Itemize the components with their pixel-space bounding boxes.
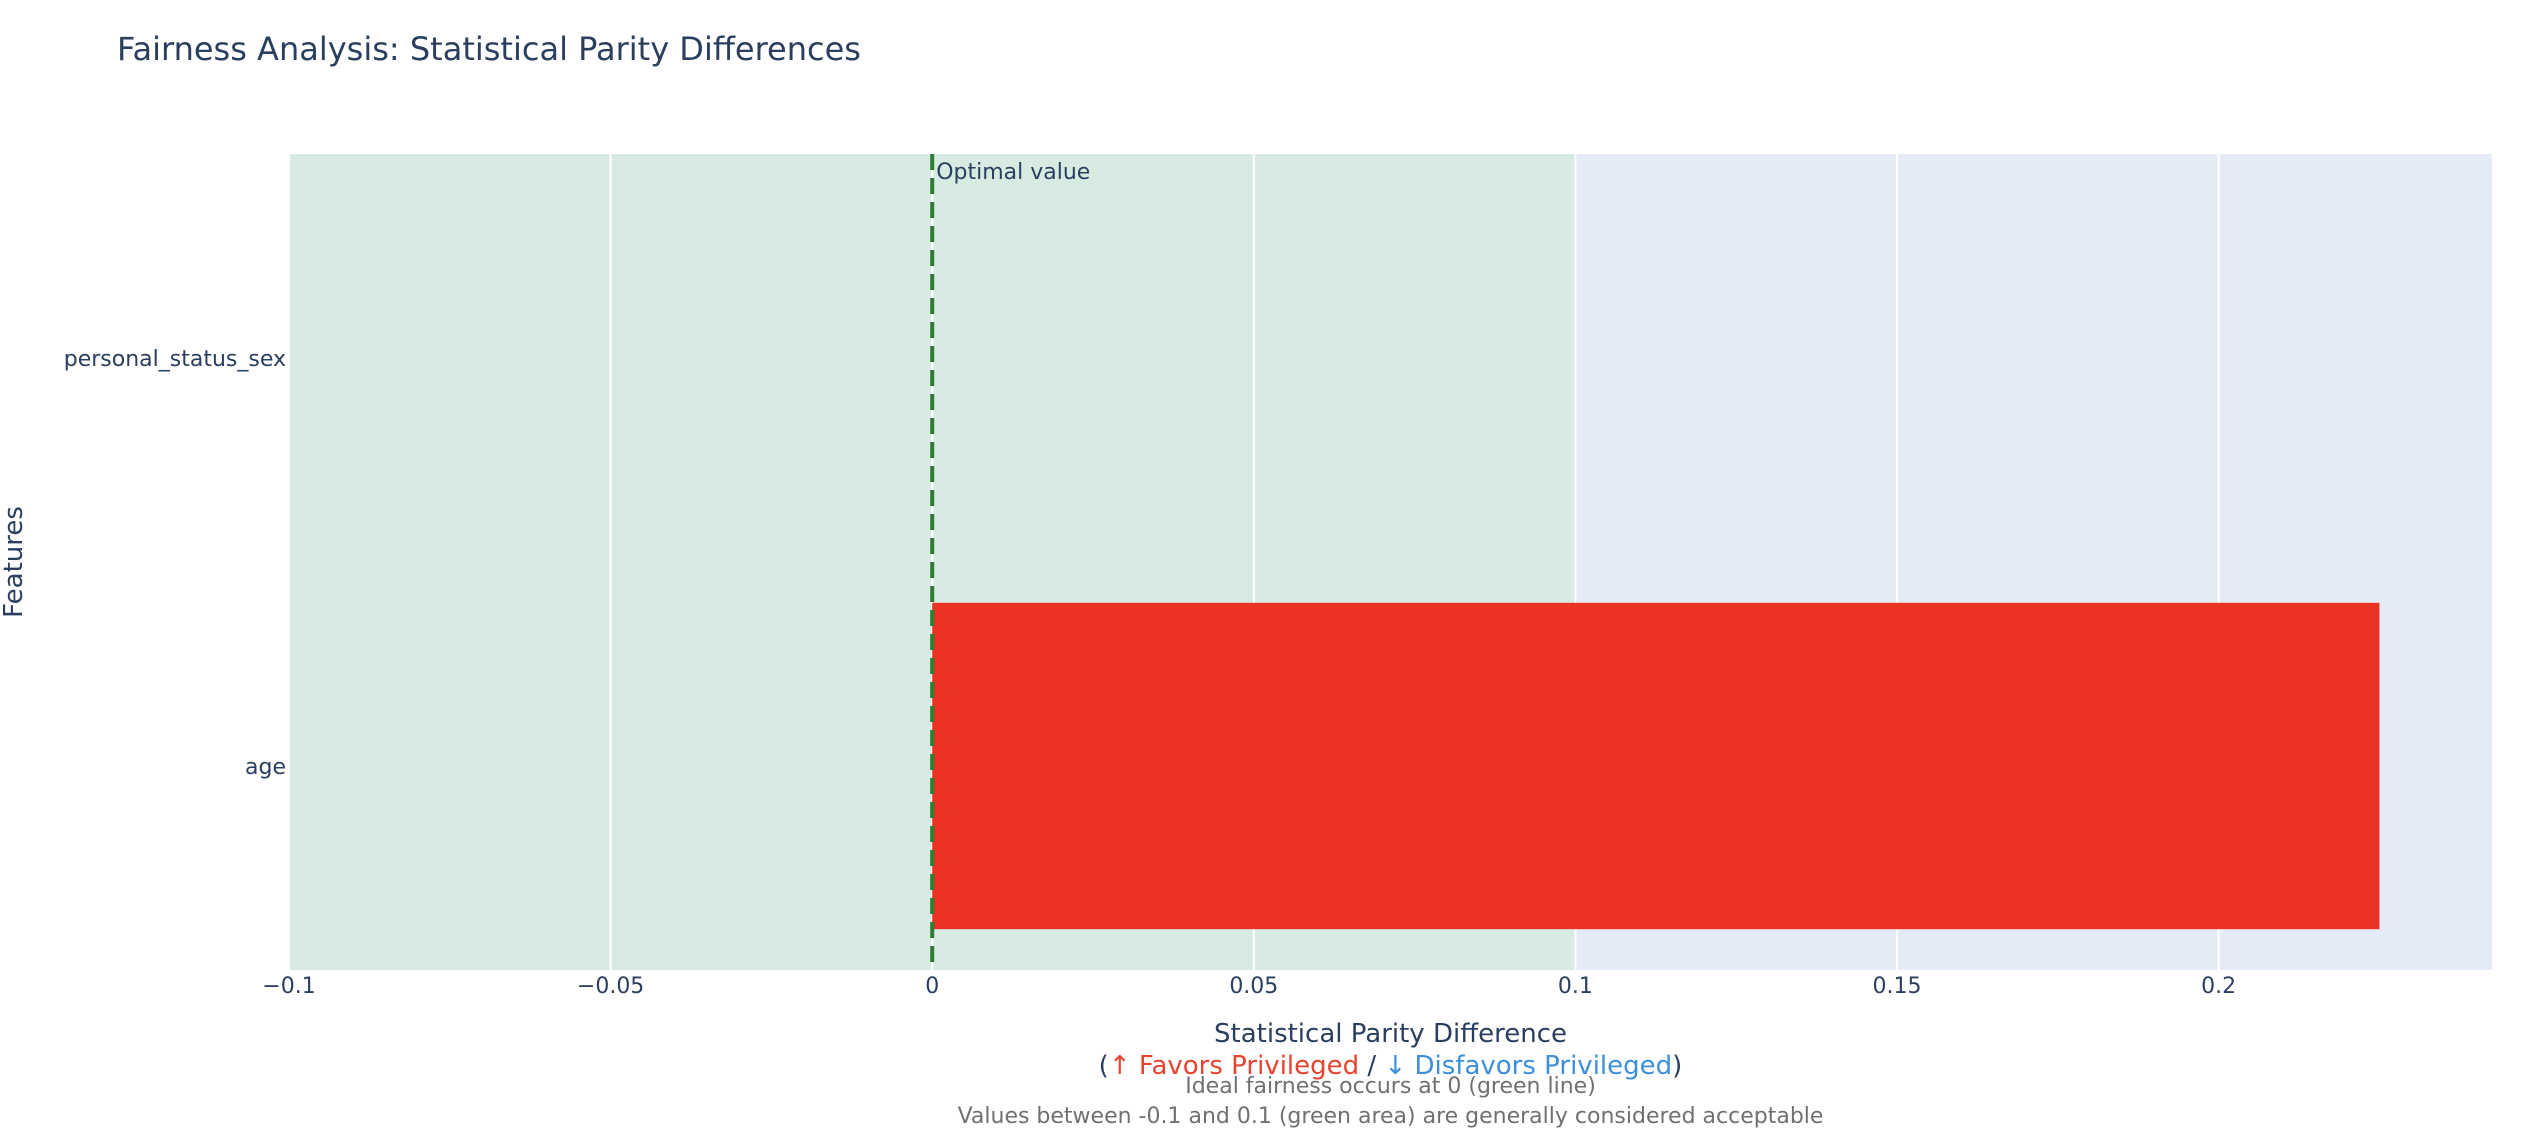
x-axis-title: Statistical Parity Difference (1214, 1019, 1567, 1049)
legend-close-paren: ) (1672, 1051, 1682, 1081)
favors-privileged-label: ↑ Favors Privileged (1109, 1051, 1359, 1081)
x-tick-label: 0.1 (1558, 974, 1593, 999)
disfavors-privileged-label: ↓ Disfavors Privileged (1384, 1051, 1672, 1081)
bars (932, 602, 2380, 930)
optimal-line-label: Optimal value (936, 160, 1090, 185)
x-axis-direction-legend: (↑ Favors Privileged / ↓ Disfavors Privi… (1099, 1051, 1683, 1081)
y-category-label: personal_status_sex (64, 347, 286, 372)
bar (932, 602, 2380, 930)
legend-open-paren: ( (1099, 1051, 1109, 1081)
chart-title: Fairness Analysis: Statistical Parity Di… (117, 30, 861, 68)
x-tick-label: 0.15 (1873, 974, 1922, 999)
y-axis-title: Features (0, 506, 29, 618)
x-tick-label: −0.05 (577, 974, 644, 999)
legend-separator: / (1359, 1051, 1384, 1081)
x-tick-labels: −0.1 −0.05 0 0.05 0.1 0.15 0.2 (262, 974, 2236, 999)
y-category-label: age (245, 755, 286, 780)
x-tick-label: 0.2 (2201, 974, 2236, 999)
x-tick-label: 0 (925, 974, 939, 999)
note-ideal-fairness: Ideal fairness occurs at 0 (green line) (1185, 1074, 1596, 1099)
x-tick-label: 0.05 (1229, 974, 1278, 999)
x-tick-label: −0.1 (262, 974, 315, 999)
note-acceptable-range: Values between -0.1 and 0.1 (green area)… (958, 1104, 1824, 1129)
